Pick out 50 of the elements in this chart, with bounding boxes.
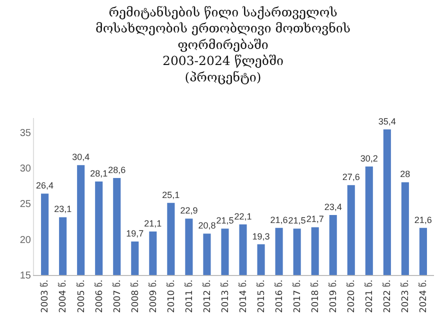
data-label: 21,5: [216, 216, 234, 226]
data-label: 28,6: [108, 164, 126, 175]
x-tick-label: 2012 წ.: [202, 280, 213, 313]
data-label: 22,1: [234, 211, 252, 222]
x-tick-label: 2018 წ.: [310, 280, 322, 313]
data-label: 20,8: [198, 220, 216, 231]
data-label: 19,7: [126, 228, 144, 238]
x-tick-label: 2024 წ.: [418, 280, 430, 313]
x-tick-label: 2020 წ.: [346, 280, 358, 313]
data-label: 21,7: [306, 214, 324, 224]
x-tick-label: 2019 წ.: [328, 280, 340, 313]
data-label: 28,1: [90, 168, 108, 179]
data-label: 23,1: [54, 204, 72, 214]
data-label: 25,1: [162, 190, 180, 200]
x-tick-label: 2005 წ.: [76, 280, 87, 313]
data-label: 22,9: [180, 206, 198, 216]
data-label: 27,6: [342, 172, 360, 182]
data-label: 26,4: [36, 180, 54, 191]
data-label: 28: [400, 169, 410, 180]
data-label: 35,4: [378, 116, 396, 126]
data-label: 21,1: [144, 218, 162, 228]
x-tick-label: 2022 წ.: [382, 280, 394, 313]
y-tick-label: 25: [20, 199, 32, 210]
x-tick-label: 2017 წ.: [292, 280, 303, 313]
y-tick-label: 35: [20, 128, 32, 139]
x-tick-label: 2006 წ.: [94, 280, 105, 313]
data-label: 23,4: [324, 202, 342, 212]
x-tick-label: 2014 წ.: [238, 280, 249, 313]
x-tick-label: 2009 წ.: [148, 280, 159, 313]
y-tick-label: 15: [20, 270, 32, 282]
y-tick-label: 30: [20, 163, 32, 174]
data-label: 21,6: [270, 214, 288, 225]
data-label: 30,2: [360, 154, 378, 164]
x-tick-label: 2003 წ.: [40, 280, 51, 313]
x-tick-label: 2023 წ.: [400, 280, 412, 313]
x-tick-label: 2021 წ.: [364, 280, 376, 313]
chart-title: რემიტანსების წილი საქართველოს მოსახლეობის ერთობლივი მოთხოვნის ფორმირებაში 2003-2024 წლებში (პროცენტი): [96, 4, 350, 84]
data-label: 21,6: [414, 214, 432, 225]
x-tick-label: 2010 წ.: [166, 280, 177, 313]
data-label: 30,4: [72, 152, 90, 162]
x-tick-label: 2008 წ.: [130, 280, 141, 313]
x-tick-label: 2016 წ.: [274, 280, 285, 313]
data-label: 19,3: [252, 231, 270, 242]
x-tick-label: 2013 წ.: [220, 280, 231, 313]
x-tick-label: 2015 წ.: [256, 280, 267, 313]
y-tick-label: 20: [20, 234, 32, 246]
x-tick-label: 2007 წ.: [112, 280, 123, 313]
x-tick-label: 2011 წ.: [184, 280, 195, 313]
x-tick-label: 2004 წ.: [58, 280, 69, 313]
data-label: 21,5: [288, 216, 306, 226]
